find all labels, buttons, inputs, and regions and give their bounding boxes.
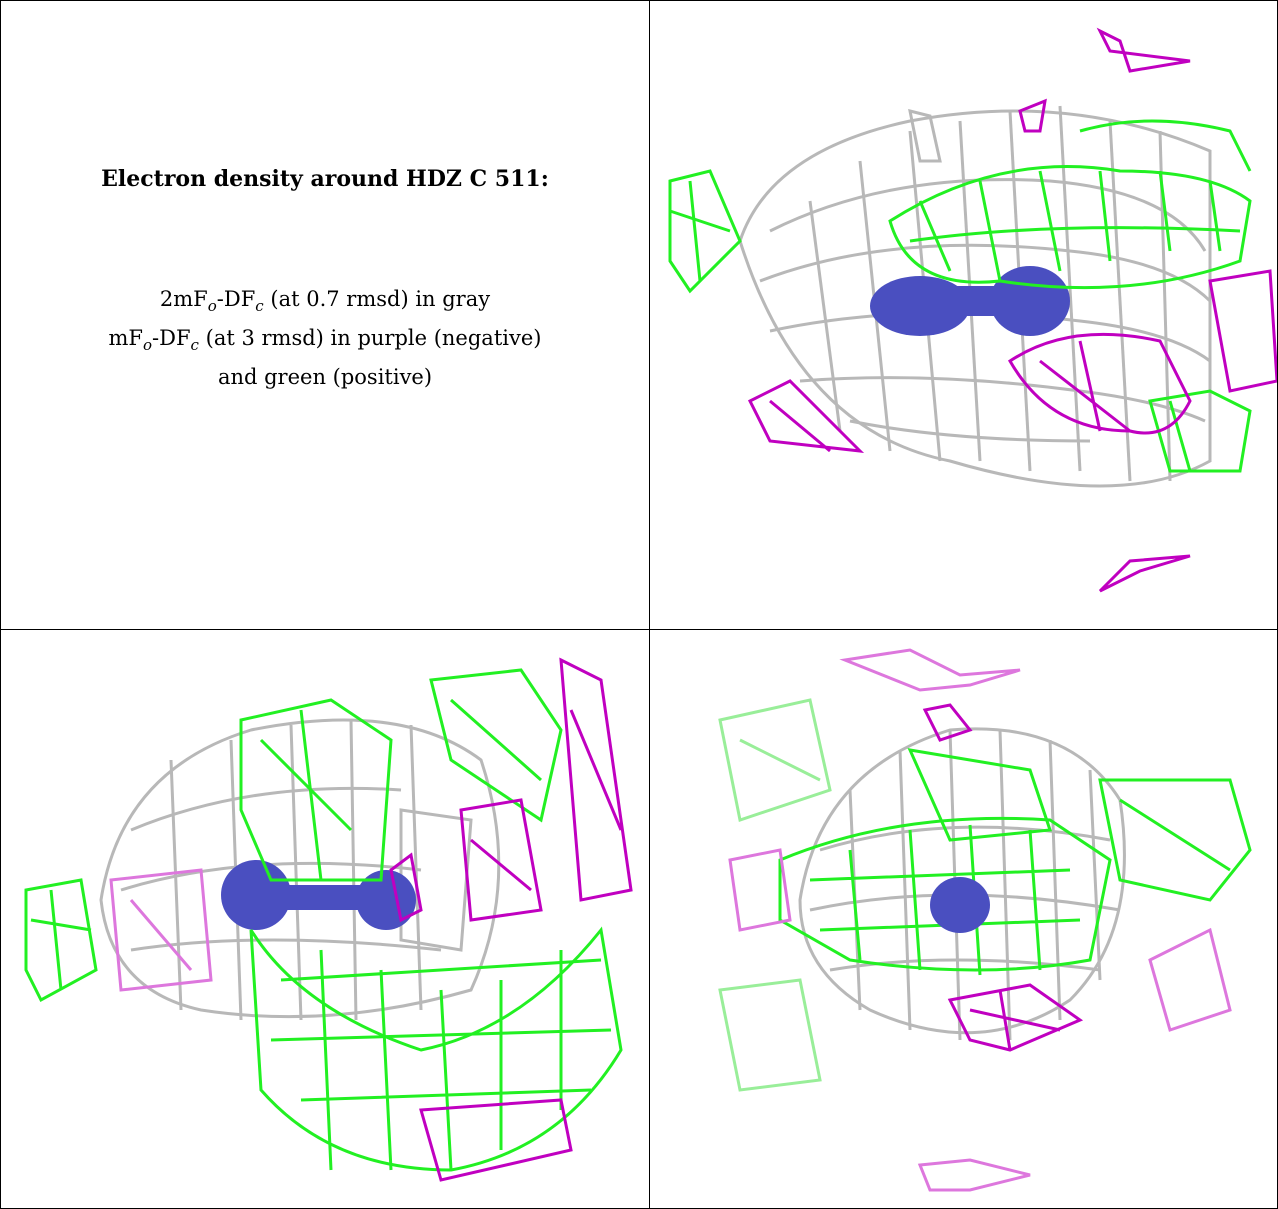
caption-line-1: 2mFo-DFc (at 0.7 rmsd) in gray: [159, 287, 491, 316]
horizontal-divider: [0, 629, 1278, 630]
caption-description: 2mFo-DFc (at 0.7 rmsd) in gray mFo-DFc (…: [1, 283, 649, 393]
view-bottom-right: [650, 630, 1277, 1208]
green-mesh: [778, 748, 1252, 976]
density-view-3: [718, 648, 1252, 1192]
caption-line-3: and green (positive): [217, 365, 433, 390]
faint-purple-mesh: [728, 648, 1232, 1192]
green-mesh: [24, 668, 623, 1172]
purple-mesh: [747, 27, 1277, 593]
ligand-bond: [261, 885, 381, 910]
view-top-right: [650, 1, 1277, 629]
purple-mesh: [389, 657, 633, 1182]
faint-green-mesh: [718, 698, 832, 1092]
ligand-blob-1: [221, 860, 291, 930]
caption-line-2: mFo-DFc (at 3 rmsd) in purple (negative): [108, 326, 542, 355]
ligand-bond: [940, 286, 1030, 316]
vertical-divider: [649, 0, 650, 1209]
caption-panel: Electron density around HDZ C 511: 2mFo-…: [1, 1, 649, 629]
purple-mesh: [922, 703, 1084, 1052]
gray-mesh: [99, 718, 501, 1021]
green-mesh: [668, 119, 1252, 473]
density-view-2: [24, 657, 633, 1182]
caption-title: Electron density around HDZ C 511:: [101, 166, 549, 192]
view-bottom-left: [1, 630, 649, 1208]
faint-purple-mesh: [109, 868, 213, 992]
ligand-blob: [930, 877, 990, 933]
density-view-1: [668, 27, 1277, 593]
